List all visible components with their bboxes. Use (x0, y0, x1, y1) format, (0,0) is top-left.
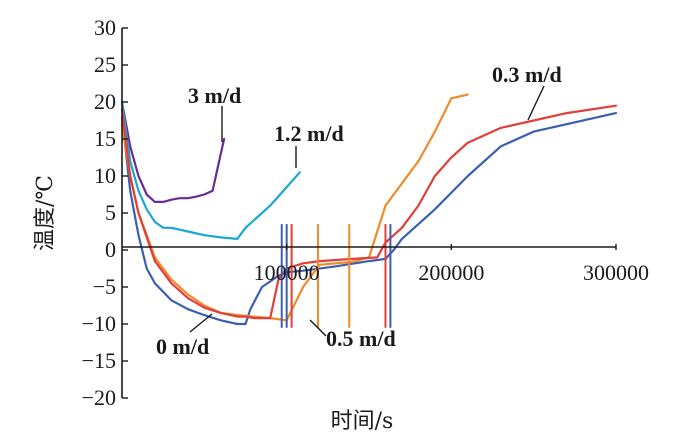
series-line-0-m-d (120, 111, 618, 326)
series-line-3-m-d (120, 100, 226, 203)
y-tick-label: 5 (105, 200, 116, 225)
label-3md: 3 m/d (188, 83, 241, 108)
label-0-3md: 0.3 m/d (492, 62, 562, 87)
leader-0-5md (309, 319, 327, 337)
label-1-2md: 1.2 m/d (274, 121, 344, 146)
y-axis-title: 温度/℃ (33, 175, 58, 251)
x-axis-ticks: 100000 200000 300000 (254, 244, 649, 285)
series-line-1-2-m-d (120, 100, 301, 240)
label-0md: 0 m/d (156, 334, 209, 359)
x-axis-title: 时间/s (331, 409, 394, 434)
series-line-0-3-m-d (120, 104, 618, 320)
y-tick-label: 10 (94, 163, 116, 188)
y-tick-label: −20 (82, 385, 116, 410)
phase-marker-lines (280, 224, 392, 328)
y-tick-label: 0 (105, 237, 116, 262)
x-tick-label: 300000 (583, 260, 649, 285)
series-lines (120, 93, 618, 326)
y-tick-label: 25 (94, 52, 116, 77)
x-tick-label: 200000 (418, 260, 484, 285)
y-axis-ticks: −20 −15 −10 −5 0 5 10 15 20 25 30 (82, 15, 128, 410)
y-tick-label: −10 (82, 311, 116, 336)
y-tick-label: 15 (94, 126, 116, 151)
y-tick-label: 30 (94, 15, 116, 40)
y-tick-label: 20 (94, 89, 116, 114)
x-tick-label: 100000 (254, 260, 320, 285)
label-0-5md: 0.5 m/d (326, 326, 396, 351)
y-tick-label: −15 (82, 348, 116, 373)
y-tick-label: −5 (93, 274, 116, 299)
leader-0-3md (527, 85, 545, 121)
leader-0md (189, 313, 213, 333)
